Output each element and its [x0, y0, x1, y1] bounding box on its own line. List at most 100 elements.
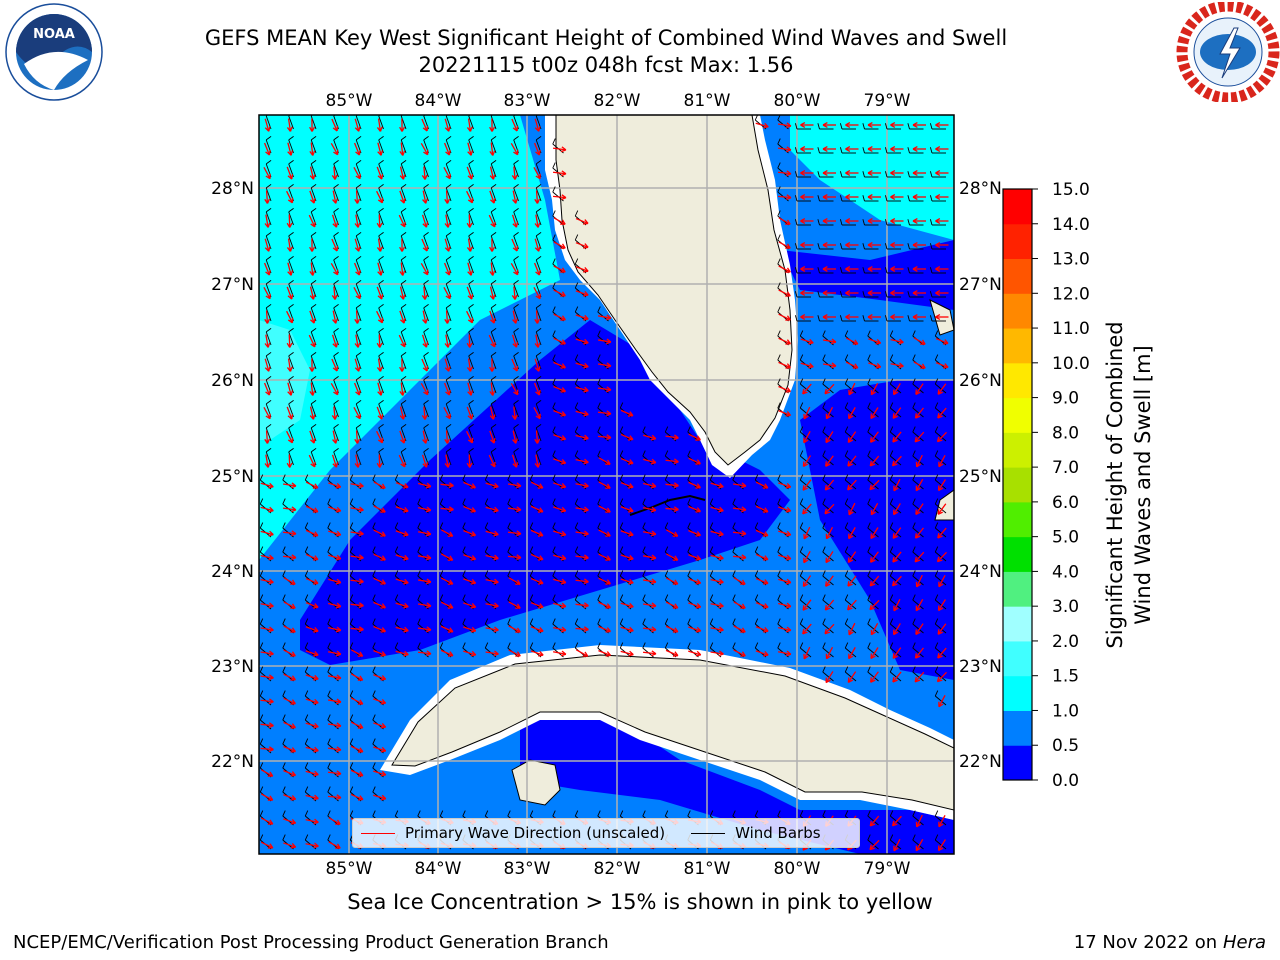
- wave-arrow: [845, 337, 859, 345]
- wave-arrow: [710, 579, 724, 583]
- wave-arrow-head: [892, 655, 899, 659]
- wave-arrow-head: [802, 607, 808, 611]
- wave-arrow: [287, 382, 292, 396]
- wave-arrow: [309, 286, 315, 300]
- wind-barb-flag: [862, 243, 865, 250]
- wave-arrow-head: [491, 366, 496, 372]
- wave-arrow-head: [446, 438, 451, 444]
- wave-arrow-head: [492, 174, 496, 180]
- wave-arrow-head: [890, 124, 896, 128]
- wave-arrow-head: [822, 122, 828, 126]
- wave-arrow-head: [291, 482, 297, 487]
- wind-barb-flag: [378, 303, 384, 309]
- wave-arrow-head: [867, 314, 873, 318]
- lon-tick-bottom-4: 81°W: [684, 859, 731, 879]
- wave-arrow: [373, 601, 386, 609]
- legend-wave-label: Primary Wave Direction (unscaled): [405, 824, 666, 842]
- wind-barb-flag: [664, 426, 669, 433]
- wave-arrow-head: [763, 654, 769, 657]
- wave-arrow-head: [314, 579, 319, 584]
- wave-arrow-head: [291, 651, 296, 657]
- wind-barb-flag: [423, 279, 429, 285]
- colorbar-swatch-5: [1003, 571, 1032, 607]
- wave-arrow-head: [335, 653, 342, 657]
- wave-arrow: [938, 694, 946, 708]
- wave-arrow-head: [380, 654, 386, 657]
- wind-barb-flag: [445, 231, 452, 237]
- wave-arrow: [597, 411, 612, 415]
- wave-arrow-head: [494, 650, 499, 655]
- wave-arrow-head: [448, 508, 454, 513]
- wind-barb-flag: [687, 546, 691, 553]
- wave-arrow-head: [891, 460, 895, 466]
- wave-arrow-head: [449, 531, 454, 537]
- wave-arrow-head: [444, 223, 449, 228]
- wind-barb-flag: [844, 546, 849, 553]
- wave-arrow: [937, 407, 947, 419]
- wind-barb-flag: [288, 135, 294, 141]
- wave-arrow-head: [266, 438, 271, 444]
- wind-barb-flag: [777, 258, 781, 265]
- wind-barb: [445, 211, 452, 226]
- colorbar-tick-label-16: 14.0: [1052, 215, 1090, 235]
- wave-arrow: [870, 407, 879, 419]
- wave-arrow: [422, 430, 427, 444]
- wave-arrow: [938, 839, 946, 851]
- wave-arrow-head: [516, 651, 521, 657]
- wind-barb-flag: [884, 267, 888, 274]
- wave-arrow-head: [561, 506, 567, 512]
- wave-arrow: [575, 290, 589, 296]
- wave-arrow-head: [915, 487, 921, 492]
- wave-arrow-head: [379, 246, 383, 252]
- wind-barb-flag: [934, 546, 939, 553]
- wave-arrow-head: [809, 338, 814, 344]
- wave-arrow-head: [561, 339, 566, 345]
- wind-barb: [934, 383, 947, 394]
- wave-arrow-head: [287, 151, 292, 156]
- wave-arrow: [373, 770, 386, 776]
- wind-barb: [799, 575, 812, 586]
- wave-arrow-head: [377, 415, 383, 420]
- wave-arrow: [913, 337, 926, 345]
- wave-arrow-head: [869, 847, 875, 851]
- wind-barb-flag: [259, 690, 264, 697]
- wind-barb-flag: [884, 315, 888, 322]
- wind-barb-flag: [333, 159, 339, 165]
- wave-arrow-head: [890, 194, 896, 198]
- wave-arrow-head: [845, 290, 851, 294]
- wind-barb-flag: [333, 423, 339, 429]
- wave-arrow-head: [944, 339, 949, 344]
- lat-tick-left-4: 24°N: [211, 562, 254, 582]
- wave-arrow: [937, 623, 947, 635]
- wave-arrow-head: [399, 415, 404, 420]
- wave-arrow: [395, 626, 409, 632]
- wind-barb: [934, 599, 947, 610]
- wave-arrow: [376, 166, 383, 180]
- wave-arrow: [511, 238, 518, 252]
- wave-arrow: [511, 454, 518, 468]
- wind-barb-flag: [867, 354, 871, 361]
- wind-barb-flag: [529, 594, 534, 601]
- wind-barb-flag: [817, 147, 820, 154]
- nws-logo-icon: [1176, 2, 1280, 102]
- wave-arrow-head: [539, 483, 544, 489]
- wind-barb-flag: [934, 450, 939, 457]
- wind-barb-flag: [822, 450, 826, 457]
- wind-barb-flag: [822, 570, 826, 577]
- wave-arrow: [260, 603, 274, 607]
- wind-barb-flag: [327, 834, 331, 841]
- wave-arrow-head: [912, 220, 918, 224]
- wave-arrow-head: [869, 604, 872, 610]
- wave-arrow: [937, 551, 947, 563]
- wind-barb-flag: [867, 522, 871, 529]
- wind-barb-flag: [372, 762, 376, 769]
- wind-barb: [889, 839, 902, 850]
- wind-barb-flag: [597, 810, 601, 817]
- wave-arrow-head: [822, 290, 828, 294]
- wave-arrow-head: [583, 581, 589, 585]
- wave-arrow-head: [425, 222, 429, 228]
- wave-arrow: [485, 554, 499, 560]
- wind-barb-flag: [799, 354, 804, 361]
- wave-arrow-head: [399, 366, 403, 372]
- wave-arrow-head: [399, 175, 404, 180]
